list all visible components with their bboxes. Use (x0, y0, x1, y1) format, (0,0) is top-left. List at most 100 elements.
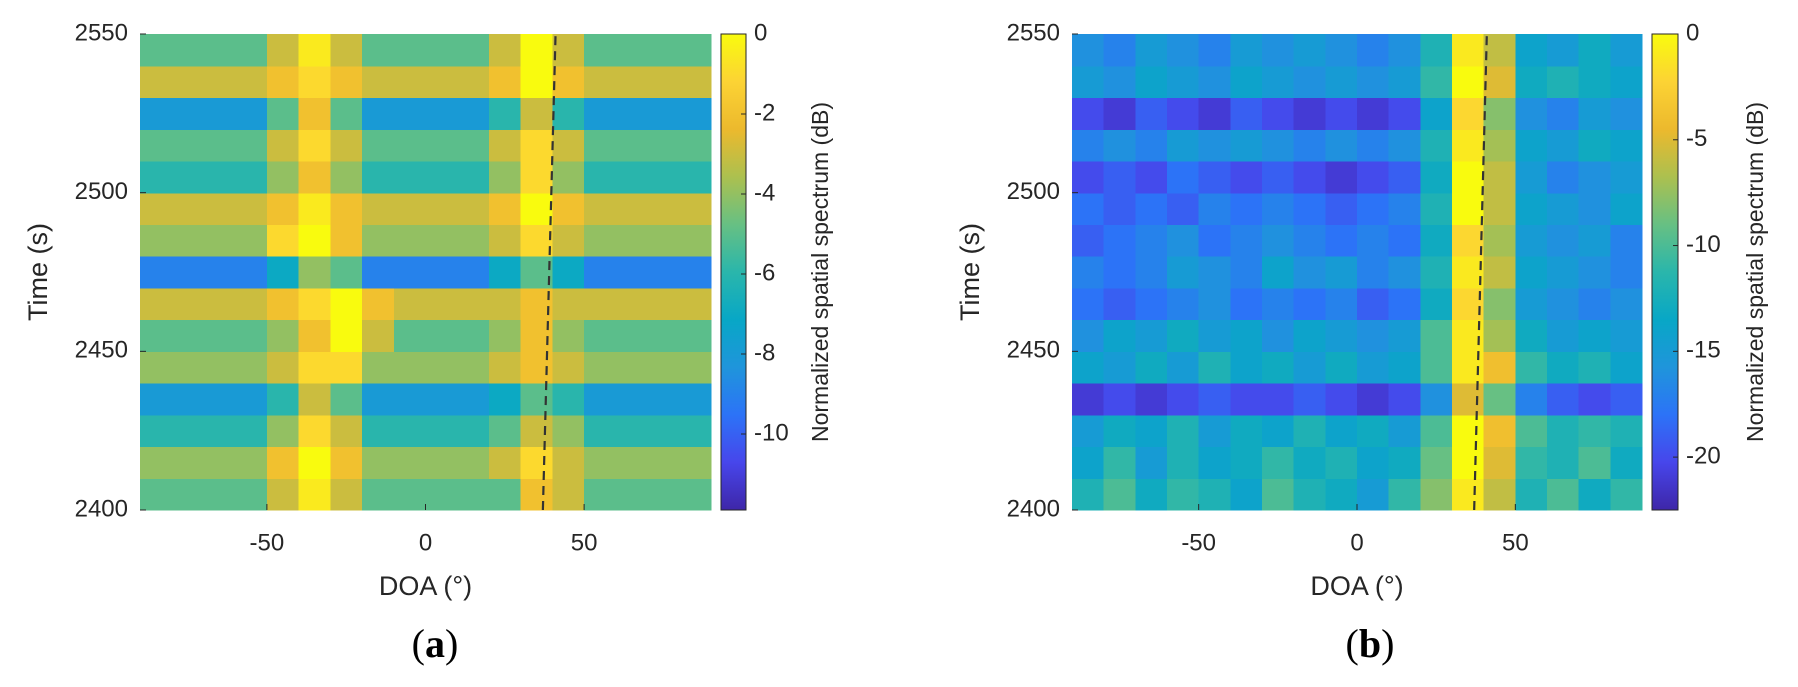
heatmap-cell (1357, 192, 1390, 225)
heatmap-cell (1230, 97, 1263, 130)
heatmap-cell (679, 224, 712, 257)
heatmap-cell (1262, 192, 1295, 225)
heatmap-cell (266, 129, 300, 162)
heatmap-cell (330, 287, 363, 321)
heatmap-cell (1388, 34, 1421, 67)
heatmap-cell (1072, 34, 1105, 67)
heatmap-cell (1325, 287, 1358, 321)
heatmap-cell (647, 160, 680, 194)
heatmap-cell (1230, 351, 1263, 384)
heatmap-cell (1135, 287, 1168, 321)
heatmap-cell (457, 319, 490, 352)
heatmap-cell (488, 97, 522, 130)
heatmap-cell (171, 129, 205, 162)
heatmap-cell (1578, 65, 1611, 99)
heatmap-cell (171, 65, 205, 99)
heatmap-cell (266, 319, 300, 352)
heatmap-cell (1483, 414, 1516, 448)
heatmap-cell (615, 478, 649, 511)
heatmap-cell (1610, 160, 1643, 194)
heatmap-cell (1452, 383, 1485, 416)
heatmap-cell (1357, 224, 1390, 257)
heatmap-cell (1135, 256, 1168, 289)
heatmap-cell (1420, 192, 1453, 225)
heatmap-cell (298, 287, 331, 321)
heatmap-cell (584, 34, 617, 67)
heatmap-cell (1325, 446, 1358, 479)
heatmap-cell (615, 414, 649, 448)
heatmap-cell (1515, 224, 1548, 257)
heatmap-cell (457, 34, 490, 67)
heatmap-cell (1357, 65, 1390, 99)
heatmap-cell (1293, 414, 1326, 448)
heatmap-cell (1293, 129, 1326, 162)
heatmap-cell (171, 446, 205, 479)
heatmap-cell (1578, 287, 1611, 321)
heatmap-cell (171, 192, 205, 225)
heatmap-cell (171, 97, 205, 130)
panel: -50 0 50 2400 2450 2500 2550 DOA (°) Time (s) -10… (23, 19, 833, 666)
heatmap-cell (552, 446, 585, 479)
heatmap-cell (425, 65, 458, 99)
heatmap-cell (647, 319, 680, 352)
heatmap-cell (203, 446, 236, 479)
heatmap-cell (1167, 65, 1200, 99)
heatmap-cell (140, 34, 173, 67)
heatmap-cell (1452, 256, 1485, 289)
heatmap-cell (520, 256, 553, 289)
heatmap-cell (425, 34, 458, 67)
heatmap-cell (266, 224, 300, 257)
heatmap-cell (1135, 129, 1168, 162)
heatmap-cell (1483, 65, 1516, 99)
heatmap-cell (679, 256, 712, 289)
heatmap-cell (266, 192, 300, 225)
heatmap-cell (615, 351, 649, 384)
heatmap-cell (488, 256, 522, 289)
heatmap-cell (1293, 319, 1326, 352)
heatmap-cell (1230, 65, 1263, 99)
heatmap-cell (171, 383, 205, 416)
heatmap-cell (1610, 287, 1643, 321)
heatmap-cell (1388, 97, 1421, 130)
heatmap-cell (1262, 160, 1295, 194)
heatmap-cell (1230, 383, 1263, 416)
heatmap-cell (1547, 351, 1580, 384)
heatmap-cell (298, 256, 331, 289)
heatmap-cell (1230, 446, 1263, 479)
heatmap-cell (552, 192, 585, 225)
heatmap-cell (1325, 383, 1358, 416)
heatmap-cell (1420, 224, 1453, 257)
heatmap-cell (1103, 351, 1136, 384)
heatmap-cell (1547, 256, 1580, 289)
heatmap-cell (203, 319, 236, 352)
heatmap-cell (1230, 319, 1263, 352)
heatmap-cell (1293, 65, 1326, 99)
heatmap-cell (647, 383, 680, 416)
x-tick-label: 0 (1350, 529, 1363, 556)
colorbar-tick-label: -8 (754, 339, 775, 366)
heatmap-cell (1325, 478, 1358, 511)
heatmap-cell (1388, 446, 1421, 479)
heatmap-cell (1357, 414, 1390, 448)
heatmap-cell (679, 319, 712, 352)
colorbar-tick-label: -10 (1686, 231, 1721, 258)
heatmap-cell (1578, 129, 1611, 162)
heatmap-cell (1388, 319, 1421, 352)
heatmap-cell (1072, 129, 1105, 162)
heatmap-cell (679, 65, 712, 99)
heatmap-cell (1578, 351, 1611, 384)
heatmap-cell (1072, 319, 1105, 352)
heatmap-cell (203, 383, 236, 416)
heatmap-cell (1515, 192, 1548, 225)
heatmap-cell (1483, 351, 1516, 384)
heatmap-cell (362, 256, 395, 289)
heatmap-cell (362, 160, 395, 194)
reference-line (541, 33, 557, 511)
heatmap-cell (1135, 97, 1168, 130)
heatmap-cell (330, 319, 363, 352)
heatmap-cell (1103, 160, 1136, 194)
heatmap-cell (584, 287, 617, 321)
heatmap-cell (266, 414, 300, 448)
heatmap-cell (393, 414, 427, 448)
